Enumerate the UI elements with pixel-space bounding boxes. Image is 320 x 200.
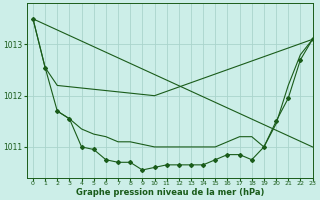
X-axis label: Graphe pression niveau de la mer (hPa): Graphe pression niveau de la mer (hPa)	[76, 188, 264, 197]
